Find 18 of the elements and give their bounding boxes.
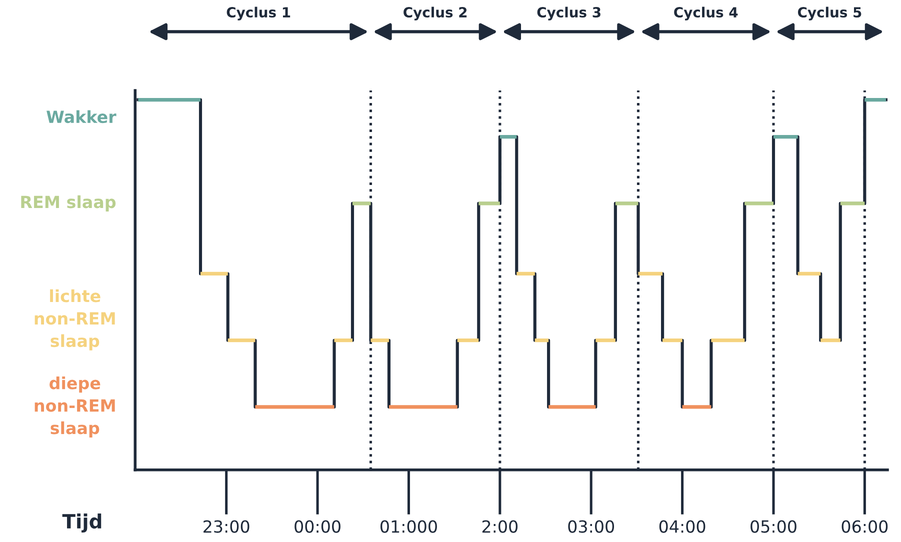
x-tick-label: 2:00 — [482, 520, 518, 533]
text: REM slaap — [21, 195, 116, 212]
x-tick-label: 06:00 — [842, 520, 888, 533]
x-tick-label: 01:000 — [380, 520, 437, 533]
text: Cyclus 3 — [537, 6, 600, 20]
x-tick-label: 03:00 — [568, 520, 614, 533]
text: diepe non-REM slaap — [34, 376, 115, 438]
text: Cyclus 1 — [226, 6, 290, 20]
series-label: Wakker — [46, 110, 116, 124]
text: Cyclus 5 — [798, 6, 862, 20]
text: lichte non-REM slaap — [34, 289, 115, 350]
text: Cyclus 4 — [674, 6, 738, 20]
x-tick-label: 23:00 — [204, 520, 250, 533]
text: Cyclus 2 — [404, 6, 467, 20]
x-axis-title: Tijd — [62, 514, 102, 533]
x-tick-label: 04:00 — [659, 520, 706, 533]
x-tick-label: 00:00 — [294, 520, 340, 533]
x-tick-label: 05:00 — [750, 520, 796, 533]
